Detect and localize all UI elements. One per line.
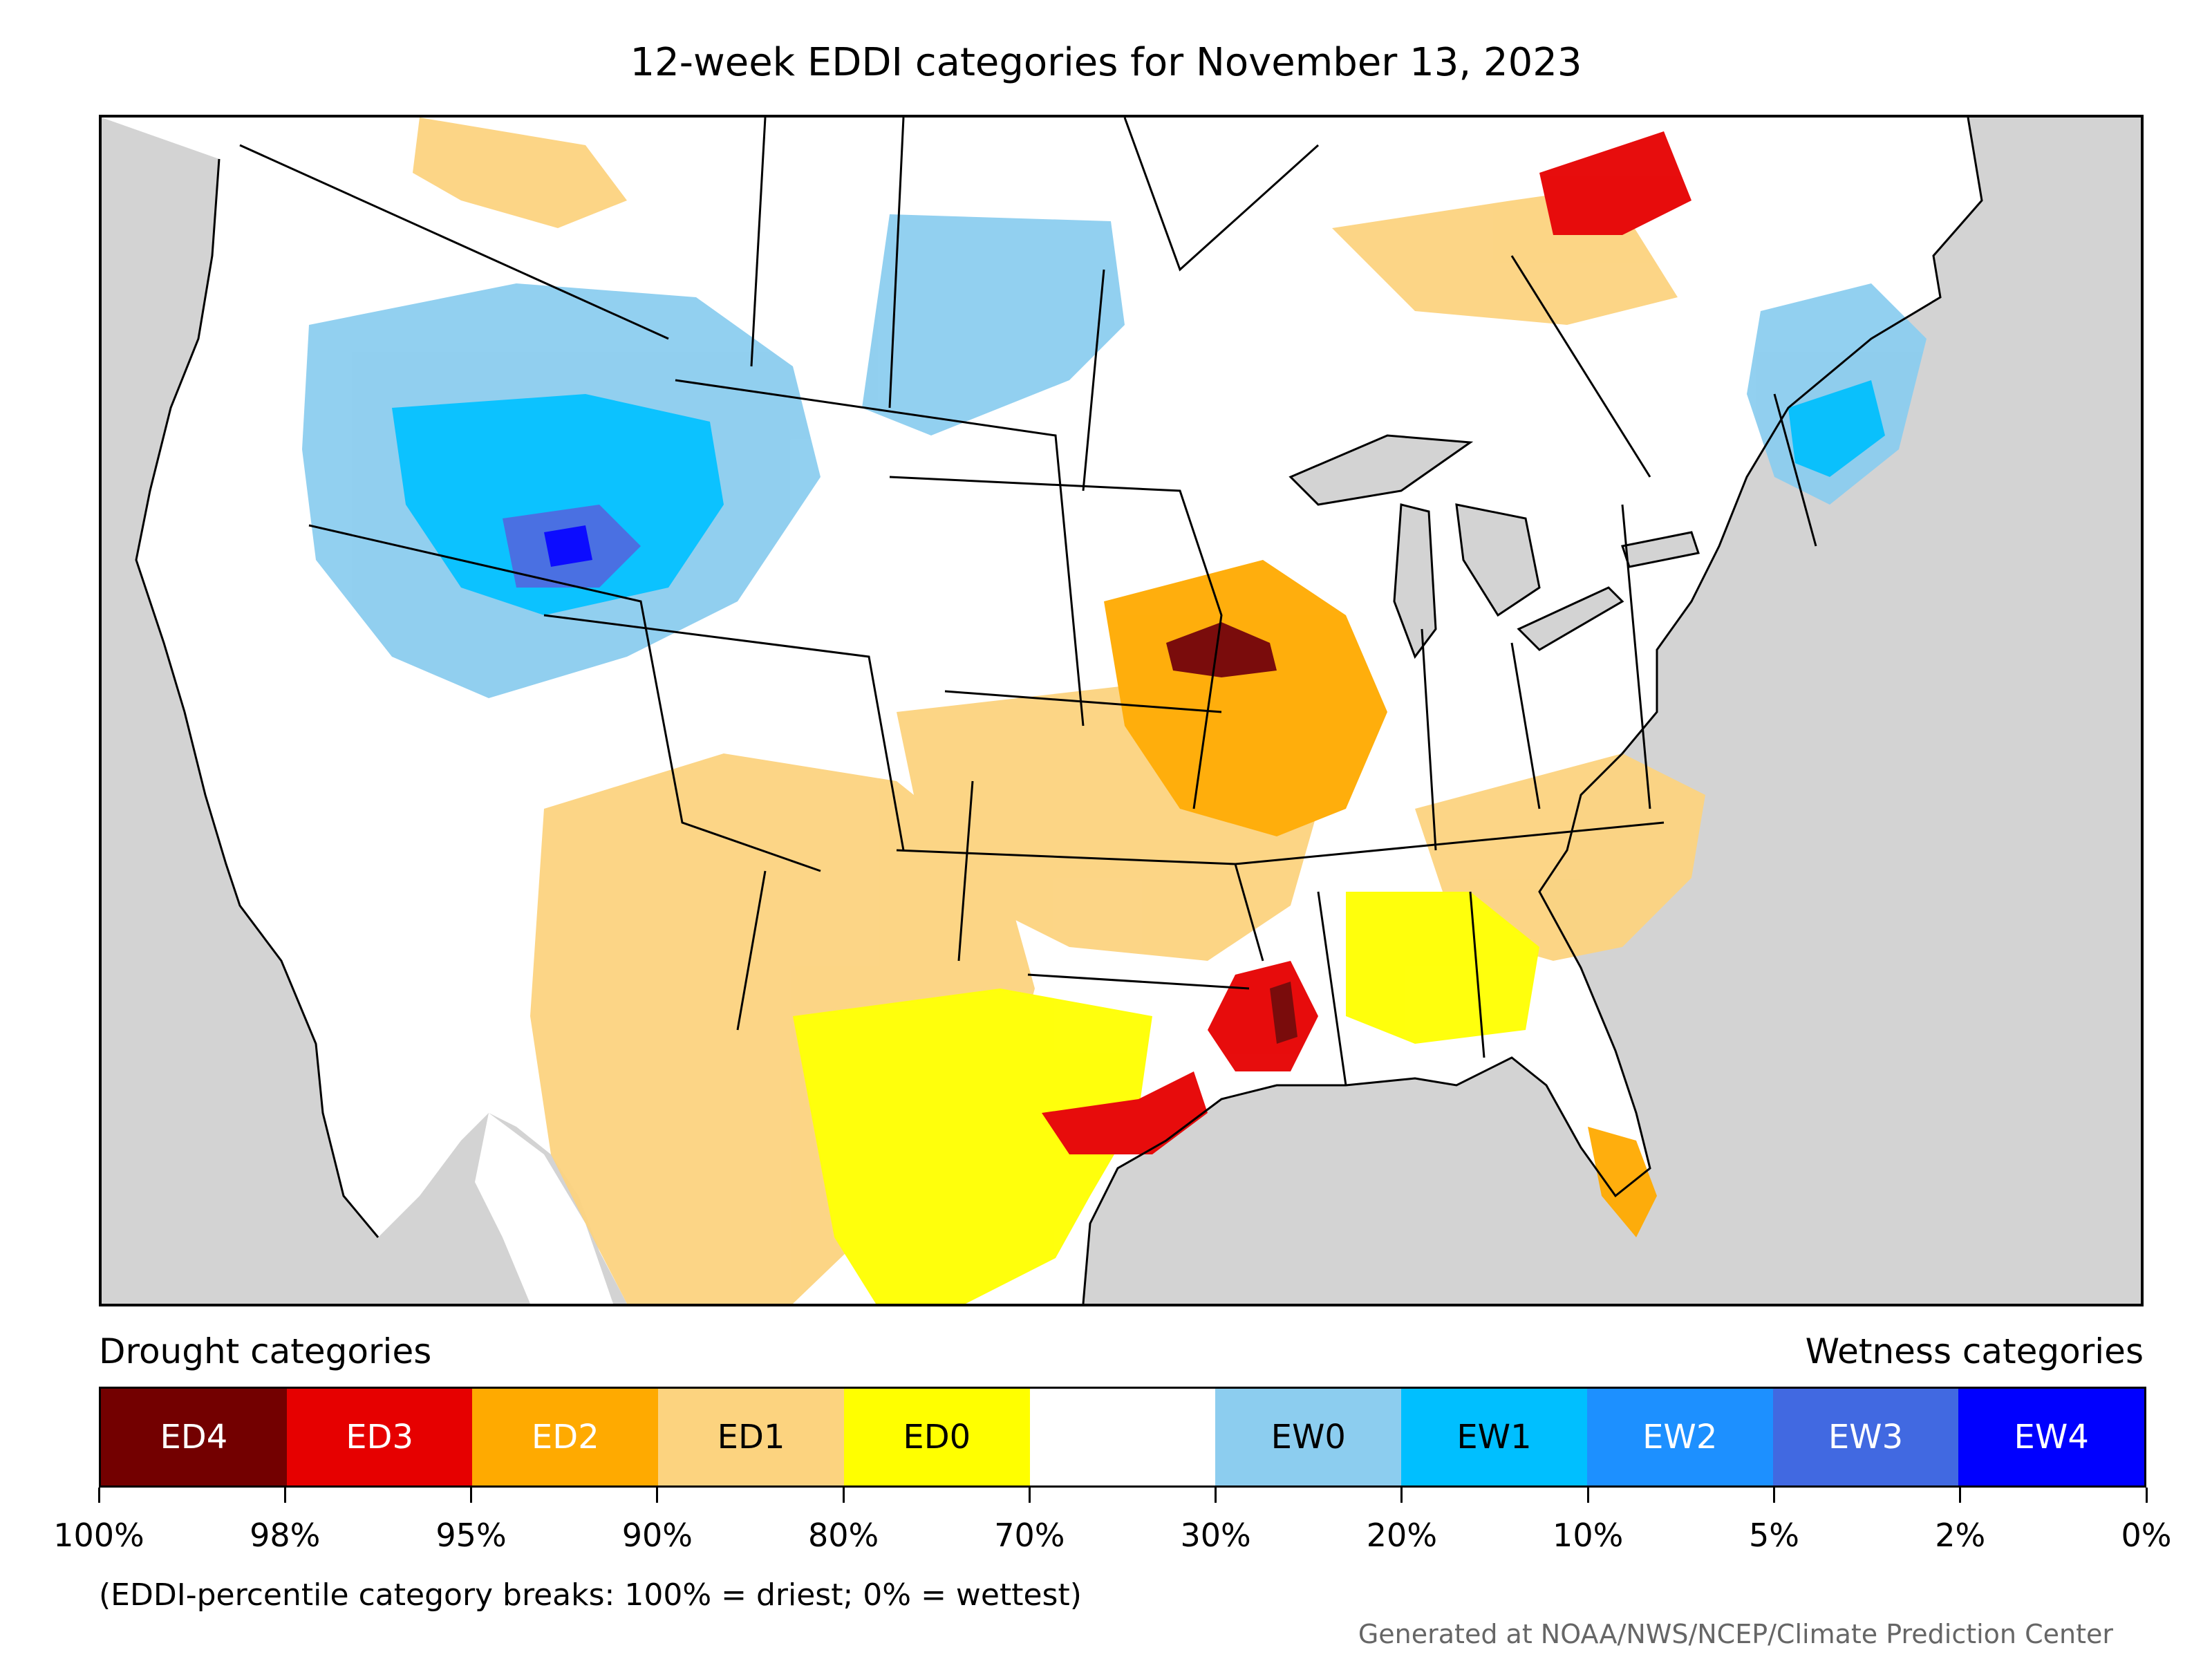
ed4-mississippi <box>1270 982 1297 1044</box>
legend-label: ED4 <box>160 1418 228 1456</box>
ed3-texas-coast <box>1042 1071 1208 1154</box>
lake-superior <box>1288 434 1474 506</box>
legend-break-label: 2% <box>1935 1517 1986 1554</box>
legend-break-label: 20% <box>1366 1517 1438 1554</box>
legend-cell-ed4: ED4 <box>101 1389 287 1485</box>
legend-tick <box>1028 1488 1031 1503</box>
legend-break-label: 0% <box>2121 1517 2172 1554</box>
legend-label: ED3 <box>346 1418 414 1456</box>
legend-break-label: 5% <box>1748 1517 1799 1554</box>
great-lakes <box>1288 434 1700 659</box>
legend-break-label: 80% <box>807 1517 879 1554</box>
legend-tick <box>97 1488 100 1503</box>
ew0-dakotas <box>862 214 1125 435</box>
ew4-nevada <box>544 525 592 567</box>
lake-huron <box>1455 503 1541 617</box>
ed0-alabama <box>1346 892 1539 1044</box>
legend-cell-ew3: EW3 <box>1772 1389 1959 1485</box>
legend-break-label: 95% <box>435 1517 507 1554</box>
state-borders <box>239 118 1817 1086</box>
legend-break-label: 70% <box>994 1517 1065 1554</box>
eddi-map <box>99 115 2144 1306</box>
legend-tick <box>656 1488 659 1503</box>
legend-label: EW4 <box>2014 1418 2089 1456</box>
ew1-idaho <box>392 394 724 615</box>
category-breaks-note: (EDDI-percentile category breaks: 100% =… <box>99 1577 1082 1613</box>
ed2-florida <box>1588 1127 1657 1237</box>
lake-michigan <box>1393 503 1437 659</box>
legend-cell-ew0: EW0 <box>1215 1389 1402 1485</box>
legend-cell-ew4: EW4 <box>1958 1389 2145 1485</box>
legend-tick <box>842 1488 845 1503</box>
legend-label: EW2 <box>1642 1418 1718 1456</box>
legend-break-label: 100% <box>53 1517 144 1554</box>
drought-categories-heading: Drought categories <box>99 1331 432 1371</box>
category-legend-bar: ED4 ED3 ED2 ED1 ED0 EW0 EW1 EW2 EW3 EW4 <box>99 1387 2146 1488</box>
legend-label: EW0 <box>1271 1418 1346 1456</box>
legend-break-label: 90% <box>621 1517 693 1554</box>
legend-label: EW1 <box>1456 1418 1532 1456</box>
legend-break-label: 10% <box>1553 1517 1624 1554</box>
credit-line: Generated at NOAA/NWS/NCEP/Climate Predi… <box>1358 1619 2113 1649</box>
ed4-iowa <box>1166 622 1277 677</box>
legend-cell-ed0: ED0 <box>843 1389 1030 1485</box>
legend-cell-ew1: EW1 <box>1401 1389 1587 1485</box>
legend-tick <box>1400 1488 1403 1503</box>
coastlines <box>135 118 1983 1304</box>
legend-break-label: 30% <box>1180 1517 1251 1554</box>
legend-tick <box>470 1488 473 1503</box>
ed3-quebec <box>1539 131 1691 235</box>
wetness-categories-heading: Wetness categories <box>1805 1331 2144 1371</box>
ed2-midwest <box>1104 560 1387 836</box>
ew1-new-england <box>1788 380 1885 477</box>
legend-tick <box>1215 1488 1217 1503</box>
mexico-baja <box>475 1113 613 1304</box>
wetness-overlay <box>302 214 1927 698</box>
legend-label: EW3 <box>1828 1418 1904 1456</box>
ed1-bc <box>413 118 627 228</box>
legend-tick <box>283 1488 286 1503</box>
legend-cell-ed1: ED1 <box>658 1389 844 1485</box>
legend-cell-ew2: EW2 <box>1586 1389 1773 1485</box>
legend-tick <box>1959 1488 1962 1503</box>
ed0-texas <box>793 988 1152 1304</box>
drought-overlay <box>413 118 1705 1304</box>
lake-erie <box>1517 586 1624 651</box>
map-title: 12-week EDDI categories for November 13,… <box>630 40 1582 85</box>
legend-tick <box>2145 1488 2148 1503</box>
legend-break-label: 98% <box>250 1517 321 1554</box>
legend-label: ED1 <box>717 1418 785 1456</box>
legend-label: ED0 <box>903 1418 971 1456</box>
legend-tick <box>1772 1488 1775 1503</box>
legend-label: ED2 <box>531 1418 599 1456</box>
legend-cell-ed3: ED3 <box>286 1389 473 1485</box>
legend-tick <box>1586 1488 1589 1503</box>
legend-cell-normal <box>1029 1389 1216 1485</box>
legend-cell-ed2: ED2 <box>472 1389 659 1485</box>
